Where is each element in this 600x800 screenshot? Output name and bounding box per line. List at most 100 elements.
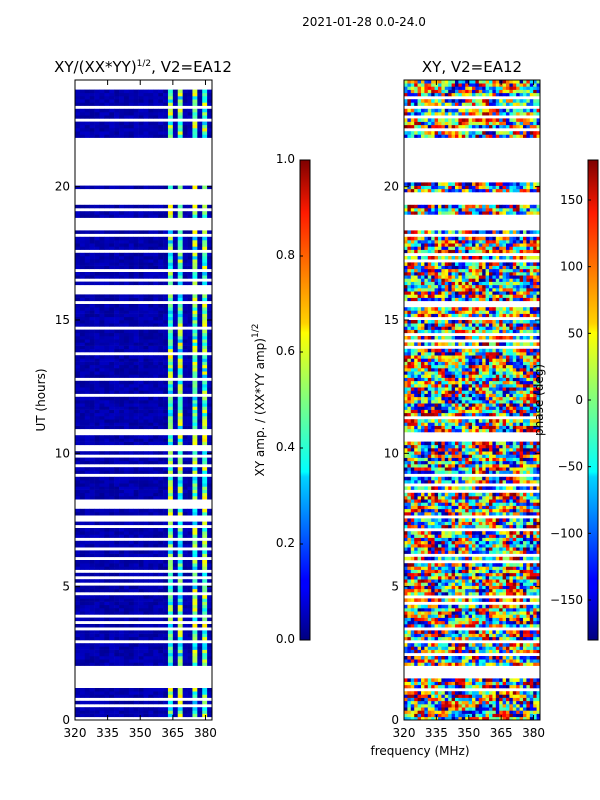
- heatmap-cell: [472, 707, 476, 711]
- heatmap-cell: [417, 576, 422, 580]
- heatmap-cell: [502, 646, 507, 650]
- heatmap-cell: [414, 681, 418, 686]
- heatmap-cell: [431, 588, 435, 593]
- heatmap-cell: [529, 656, 534, 660]
- heatmap-cell: [163, 521, 169, 526]
- heatmap-cell: [104, 121, 110, 126]
- heatmap-cell: [526, 598, 531, 602]
- heatmap-cell: [75, 92, 81, 97]
- heatmap-cell: [99, 694, 105, 698]
- heatmap-cell: [187, 304, 193, 308]
- heatmap-cell: [163, 316, 169, 321]
- heatmap-cell: [192, 553, 198, 558]
- heatmap-cell: [75, 652, 81, 657]
- heatmap-cell: [192, 512, 198, 516]
- heatmap-cell: [207, 265, 213, 270]
- heatmap-cell: [89, 374, 95, 378]
- heatmap-cell: [485, 592, 490, 596]
- heatmap-cell: [123, 310, 130, 314]
- heatmap-cell: [163, 336, 169, 340]
- heatmap-cell: [519, 694, 524, 698]
- heatmap-cell: [421, 598, 425, 602]
- heatmap-cell: [441, 716, 446, 721]
- heatmap-cell: [138, 246, 144, 250]
- heatmap-cell: [177, 358, 183, 362]
- heatmap-cell: [516, 592, 520, 596]
- heatmap-cell: [509, 604, 514, 609]
- heatmap-cell: [516, 716, 520, 721]
- heatmap-cell: [119, 358, 125, 362]
- heatmap-cell: [158, 297, 164, 302]
- heatmap-cell: [123, 243, 130, 247]
- heatmap-cell: [133, 256, 139, 260]
- heatmap-cell: [75, 316, 81, 321]
- heatmap-cell: [172, 240, 179, 244]
- heatmap-cell: [182, 89, 188, 94]
- heatmap-cell: [421, 694, 425, 698]
- heatmap-cell: [427, 649, 432, 654]
- heatmap-cell: [128, 211, 135, 215]
- heatmap-cell: [468, 646, 473, 650]
- heatmap-cell: [114, 342, 120, 346]
- heatmap-cell: [536, 684, 541, 689]
- heatmap-cell: [114, 384, 120, 388]
- heatmap-cell: [163, 204, 169, 209]
- heatmap-cell: [153, 265, 159, 270]
- heatmap-cell: [94, 512, 100, 516]
- heatmap-cell: [114, 662, 120, 666]
- heatmap-cell: [478, 604, 483, 609]
- heatmap-cell: [167, 355, 174, 359]
- heatmap-cell: [84, 89, 90, 94]
- heatmap-cell: [207, 403, 213, 407]
- heatmap-cell: [148, 348, 154, 353]
- heatmap-cell: [197, 707, 203, 711]
- heatmap-cell: [482, 598, 486, 602]
- heatmap-cell: [153, 345, 159, 350]
- heatmap-cell: [410, 716, 415, 721]
- heatmap-cell: [202, 304, 208, 308]
- heatmap-cell: [202, 259, 208, 263]
- heatmap-cell: [475, 700, 480, 705]
- heatmap-cell: [197, 236, 203, 241]
- heatmap-cell: [172, 355, 179, 359]
- heatmap-cell: [533, 617, 537, 622]
- heatmap-cell: [163, 134, 169, 138]
- heatmap-cell: [172, 438, 179, 442]
- heatmap-cell: [172, 611, 179, 615]
- heatmap-cell: [138, 534, 144, 538]
- heatmap-cell: [441, 704, 446, 708]
- heatmap-cell: [448, 691, 452, 695]
- heatmap-cell: [533, 611, 537, 615]
- heatmap-cell: [138, 710, 144, 714]
- heatmap-cell: [75, 416, 81, 420]
- heatmap-cell: [182, 272, 188, 276]
- heatmap-cell: [468, 649, 473, 654]
- heatmap-cell: [123, 134, 130, 138]
- heatmap-cell: [114, 409, 120, 414]
- heatmap-cell: [79, 608, 86, 612]
- heatmap-cell: [99, 540, 105, 545]
- heatmap-cell: [89, 416, 95, 420]
- heatmap-cell: [128, 608, 135, 612]
- heatmap-cell: [153, 611, 159, 615]
- heatmap-cell: [123, 371, 130, 375]
- heatmap-cell: [187, 364, 193, 369]
- heatmap-cell: [128, 262, 135, 266]
- heatmap-cell: [202, 345, 208, 350]
- heatmap-cell: [202, 374, 208, 378]
- heatmap-cell: [187, 630, 193, 634]
- heatmap-cell: [485, 713, 490, 718]
- heatmap-cell: [148, 652, 154, 657]
- heatmap-cell: [506, 614, 510, 618]
- heatmap-cell: [79, 332, 86, 337]
- heatmap-cell: [109, 99, 115, 103]
- heatmap-cell: [438, 582, 442, 586]
- heatmap-cell: [79, 252, 86, 257]
- heatmap-cell: [458, 643, 463, 647]
- y-tick-label: 10: [55, 446, 70, 460]
- heatmap-cell: [177, 572, 183, 577]
- heatmap-cell: [207, 211, 213, 215]
- heatmap-cell: [128, 441, 135, 446]
- heatmap-cell: [138, 496, 144, 500]
- heatmap-cell: [182, 313, 188, 318]
